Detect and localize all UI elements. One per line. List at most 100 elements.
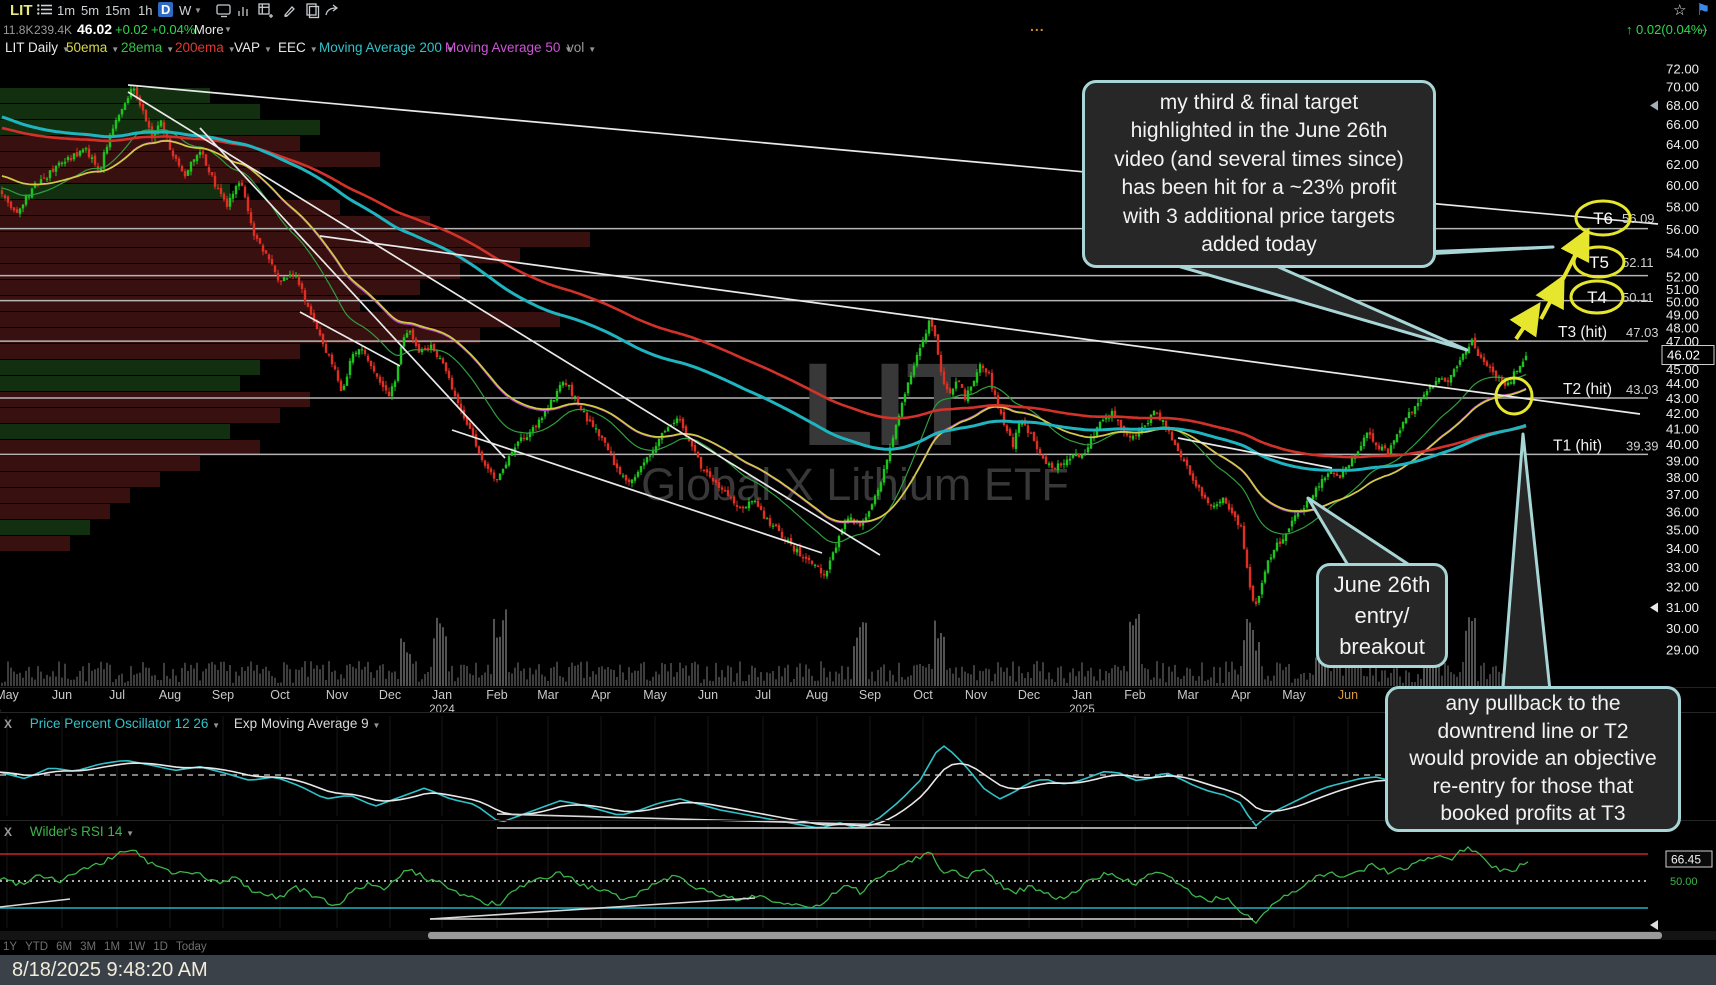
svg-text:51.00: 51.00 xyxy=(1666,282,1699,297)
range-button-1m[interactable]: 1M xyxy=(104,941,121,953)
svg-text:2023: 2023 xyxy=(0,704,1,716)
timeframe-5m[interactable]: 5m xyxy=(81,3,100,18)
timeframe-15m[interactable]: 15m xyxy=(105,3,131,18)
svg-text:39.00: 39.00 xyxy=(1666,453,1699,468)
svg-text:45.00: 45.00 xyxy=(1666,362,1699,377)
svg-text:May: May xyxy=(1282,688,1306,702)
scrollbar-thumb[interactable] xyxy=(428,932,1662,939)
star-icon[interactable]: ☆ xyxy=(1673,2,1687,19)
chevron-down-icon[interactable]: ▼ xyxy=(126,829,135,838)
chevron-down-icon[interactable]: ▼ xyxy=(224,25,232,34)
svg-text:Jun: Jun xyxy=(1338,688,1358,702)
indicator-chip-vol[interactable]: vol ▼ xyxy=(567,40,597,55)
axis-layer: May Jun Jul Aug Sep Oct Nov Dec Jan Feb Mar Apr May J… xyxy=(0,62,1715,930)
callout-line: highlighted in the June 26th xyxy=(1130,119,1388,142)
bar-chart-icon[interactable] xyxy=(236,3,253,19)
chevron-down-icon[interactable]: ▼ xyxy=(372,721,381,730)
callout-line: added today xyxy=(1201,233,1317,256)
range-button-today[interactable]: Today xyxy=(175,941,207,953)
indicator-chip-50ema[interactable]: 50ema ▼ xyxy=(66,40,120,55)
callout-line: re-entry for those that xyxy=(1432,774,1634,798)
flag-icon[interactable]: ⚑ xyxy=(1696,2,1711,19)
svg-text:Nov: Nov xyxy=(965,688,988,702)
range-button-1d[interactable]: 1D xyxy=(153,941,168,953)
indicator-chip-moving-average-200[interactable]: Moving Average 200 ▼ xyxy=(319,40,454,55)
chevron-down-icon[interactable]: ▼ xyxy=(194,6,202,15)
notes-icon[interactable] xyxy=(305,3,322,19)
svg-text:T4: T4 xyxy=(1587,288,1607,307)
svg-text:Global X Lithium ETF: Global X Lithium ETF xyxy=(641,459,1069,510)
ppo-title[interactable]: Price Percent Oscillator 12 26 xyxy=(29,716,209,731)
svg-text:60.00: 60.00 xyxy=(1666,178,1699,193)
indicator-chip-moving-average-50[interactable]: Moving Average 50 ▼ xyxy=(445,40,573,55)
calculator-add-icon[interactable] xyxy=(258,3,275,19)
svg-text:Jul: Jul xyxy=(755,688,771,702)
rsi-title[interactable]: Wilder's RSI 14 xyxy=(29,824,123,839)
indicator-chip-lit-daily[interactable]: LIT Daily ▼ xyxy=(5,40,70,55)
indicator-chip-28ema[interactable]: 28ema ▼ xyxy=(121,40,175,55)
range-button-3m[interactable]: 3M xyxy=(80,941,97,953)
svg-text:May: May xyxy=(643,688,667,702)
chevron-down-icon[interactable]: ▼ xyxy=(212,721,221,730)
svg-text:Jul: Jul xyxy=(109,688,125,702)
callout-top: my third & final target highlighted in th… xyxy=(1082,80,1436,268)
list-icon[interactable] xyxy=(37,3,53,16)
svg-text:49.00: 49.00 xyxy=(1666,307,1699,322)
tv-icon[interactable] xyxy=(216,3,233,19)
volume-short: 11.8K xyxy=(3,23,34,37)
svg-text:48.00: 48.00 xyxy=(1666,321,1699,336)
callout-line: any pullback to the xyxy=(1445,692,1621,716)
svg-text:37.00: 37.00 xyxy=(1666,487,1699,502)
pencil-icon[interactable] xyxy=(282,3,299,19)
candlestick-layer xyxy=(0,85,1528,607)
svg-text:36.00: 36.00 xyxy=(1666,504,1699,519)
svg-text:Feb: Feb xyxy=(486,688,508,702)
svg-text:2024: 2024 xyxy=(429,704,455,716)
svg-text:35.00: 35.00 xyxy=(1666,522,1699,537)
alert-dots[interactable]: ... xyxy=(1030,18,1045,34)
close-icon[interactable]: X xyxy=(4,825,13,839)
volume-layer xyxy=(1,608,1530,686)
svg-text:Sep: Sep xyxy=(859,688,881,702)
range-button-1w[interactable]: 1W xyxy=(128,941,146,953)
ppo-ema-label[interactable]: Exp Moving Average 9 xyxy=(233,716,369,731)
svg-text:T2 (hit): T2 (hit) xyxy=(1563,381,1612,398)
divider xyxy=(0,820,1716,821)
svg-text:66.45: 66.45 xyxy=(1671,853,1701,867)
svg-text:47.03: 47.03 xyxy=(1626,325,1659,340)
svg-text:54.00: 54.00 xyxy=(1666,245,1699,260)
svg-text:Oct: Oct xyxy=(913,688,933,702)
moving-average-layer xyxy=(1,115,1527,544)
timeframe-1m[interactable]: 1m xyxy=(57,3,76,18)
timeframe-1h[interactable]: 1h xyxy=(138,3,153,18)
timeframe-W[interactable]: W xyxy=(179,3,192,18)
svg-text:42.00: 42.00 xyxy=(1666,406,1699,421)
range-button-6m[interactable]: 6M xyxy=(56,941,73,953)
svg-text:44.00: 44.00 xyxy=(1666,376,1699,391)
close-icon[interactable]: X xyxy=(4,717,13,731)
svg-text:50.00: 50.00 xyxy=(1670,876,1698,888)
svg-text:70.00: 70.00 xyxy=(1666,80,1699,95)
svg-text:39.39: 39.39 xyxy=(1626,438,1659,453)
svg-text:Mar: Mar xyxy=(537,688,559,702)
share-icon[interactable] xyxy=(324,3,341,19)
svg-text:Nov: Nov xyxy=(326,688,349,702)
callout-line: has been hit for a ~23% profit xyxy=(1121,176,1397,199)
overflow-dots[interactable]: ... xyxy=(1698,20,1709,34)
indicator-chip-eec[interactable]: EEC ▼ xyxy=(278,40,318,55)
toolbar: LIT 1m 5m 15m 1h D W ▼ ☆ ⚑ xyxy=(0,0,1716,20)
timeframe-D[interactable]: D xyxy=(158,2,174,17)
more-button[interactable]: More xyxy=(194,22,224,37)
svg-text:40.00: 40.00 xyxy=(1666,437,1699,452)
svg-text:Dec: Dec xyxy=(379,688,401,702)
rsi-panel: 66.45 50.00 xyxy=(0,845,1713,925)
indicator-chip-200ema[interactable]: 200ema ▼ xyxy=(175,40,236,55)
svg-text:Jun: Jun xyxy=(52,688,72,702)
range-button-ytd[interactable]: YTD xyxy=(25,941,49,953)
callout-line: my third & final target xyxy=(1159,90,1359,114)
indicator-chip-vap[interactable]: VAP ▼ xyxy=(234,40,272,55)
svg-text:2025: 2025 xyxy=(1069,704,1095,716)
range-button-1y[interactable]: 1Y xyxy=(3,941,18,953)
